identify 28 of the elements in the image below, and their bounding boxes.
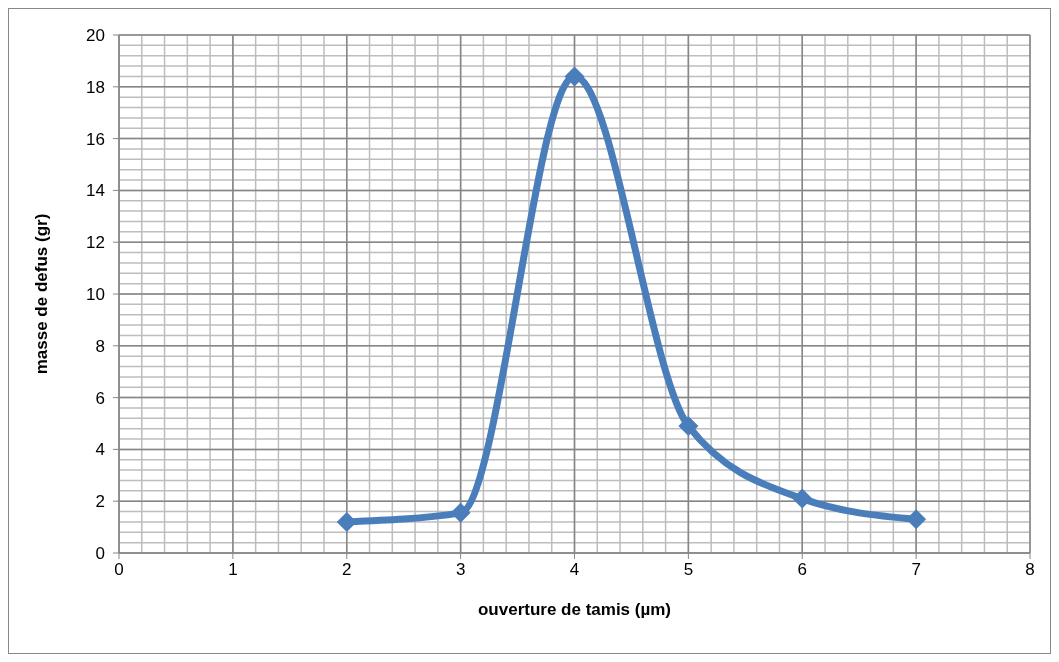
point bbox=[792, 488, 813, 509]
point bbox=[336, 511, 357, 532]
point bbox=[450, 502, 471, 523]
y-tick-label: 16 bbox=[86, 129, 105, 149]
y-tick-label: 18 bbox=[86, 77, 105, 97]
y-tick-label: 8 bbox=[95, 336, 105, 356]
x-tick-label: 6 bbox=[797, 560, 807, 579]
x-tick-label: 0 bbox=[114, 560, 124, 579]
x-tick-label: 4 bbox=[569, 560, 580, 579]
x-tick-label: 3 bbox=[455, 560, 466, 579]
x-tick-label: 5 bbox=[683, 560, 694, 579]
x-axis-title: ouverture de tamis (µm) bbox=[477, 600, 672, 619]
y-tick-label: 0 bbox=[95, 544, 105, 563]
x-tick-label: 8 bbox=[1025, 560, 1035, 579]
y-tick-label: 2 bbox=[95, 492, 105, 512]
y-tick-label: 4 bbox=[95, 440, 105, 460]
x-tick-label: 7 bbox=[911, 560, 921, 579]
x-tick-label: 1 bbox=[228, 560, 238, 579]
point bbox=[564, 66, 585, 87]
y-tick-label: 6 bbox=[95, 388, 105, 408]
y-axis-title: masse de defus (gr) bbox=[32, 213, 52, 375]
point bbox=[678, 416, 699, 437]
y-tick-label: 20 bbox=[86, 26, 105, 45]
point bbox=[906, 509, 927, 530]
x-tick-label: 2 bbox=[342, 560, 352, 579]
y-tick-label: 14 bbox=[86, 181, 105, 201]
y-tick-label: 10 bbox=[86, 285, 105, 304]
y-tick-label: 12 bbox=[86, 233, 105, 253]
